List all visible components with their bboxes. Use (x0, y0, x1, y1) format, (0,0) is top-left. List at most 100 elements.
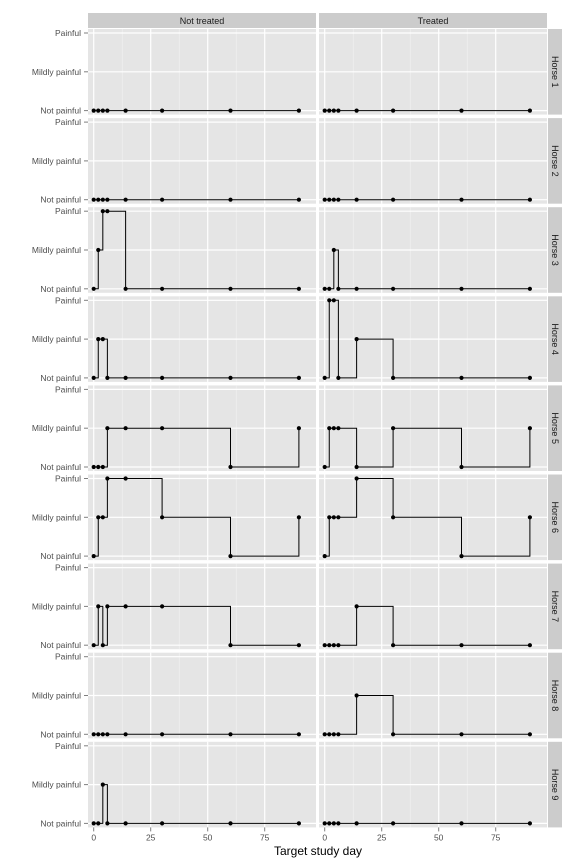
data-point (327, 732, 332, 737)
data-point (91, 375, 96, 380)
y-tick-label-painful: Painful (55, 563, 81, 573)
data-point (327, 426, 332, 431)
data-point (96, 108, 101, 113)
data-point (459, 554, 464, 559)
data-point (336, 286, 341, 291)
x-axes: 0 25 50 75 0 25 50 75 (91, 827, 501, 842)
data-point (336, 732, 341, 737)
x-tick-label: 50 (434, 832, 444, 842)
data-point (391, 286, 396, 291)
data-point (96, 337, 101, 342)
data-point (100, 643, 105, 648)
data-point (123, 108, 128, 113)
data-point (459, 375, 464, 380)
data-point (391, 732, 396, 737)
data-point (527, 515, 533, 520)
panel-horse-4-not-treated (88, 296, 316, 382)
panel-horse-6-treated (319, 474, 547, 561)
data-point (527, 426, 533, 431)
data-point (327, 197, 332, 202)
data-point (336, 375, 341, 380)
data-point (527, 286, 533, 291)
y-tick-label-not-painful: Not painful (40, 284, 81, 294)
data-point (459, 197, 464, 202)
row-strip-horse-9 (548, 741, 562, 828)
data-point (527, 643, 533, 648)
y-tick-label-painful: Painful (55, 28, 81, 38)
data-point (91, 554, 96, 559)
data-point (160, 732, 165, 737)
row-strip-label-horse-3: Horse 3 (550, 234, 560, 266)
data-point (100, 197, 105, 202)
step-line-horse-8-treated (324, 695, 530, 735)
data-point (91, 197, 96, 202)
data-point (123, 286, 128, 291)
data-point (391, 821, 396, 826)
data-point (459, 732, 464, 737)
data-point (354, 604, 359, 609)
x-tick-label: 75 (260, 832, 270, 842)
data-point (459, 286, 464, 291)
row-strip-horse-4 (548, 296, 562, 382)
data-point (327, 821, 332, 826)
data-point (100, 209, 105, 214)
data-point (354, 197, 359, 202)
data-point (391, 108, 396, 113)
data-point (327, 108, 332, 113)
data-point (100, 732, 105, 737)
data-point (105, 821, 110, 826)
row-strip-horse-8 (548, 652, 562, 739)
data-point (322, 464, 327, 470)
data-point (296, 197, 301, 202)
data-point (391, 643, 396, 648)
data-point (160, 108, 165, 113)
data-point (354, 286, 359, 291)
data-point (228, 375, 233, 380)
data-point (228, 108, 233, 113)
data-point (96, 197, 101, 202)
data-point (327, 643, 332, 648)
y-tick-label-mildly-painful: Mildly painful (32, 601, 81, 611)
data-point (123, 426, 128, 431)
row-strip-label-horse-6: Horse 6 (550, 502, 560, 534)
y-tick-label-painful: Painful (55, 474, 81, 484)
panel-horse-2-treated (319, 118, 547, 204)
data-point (96, 821, 101, 826)
data-point (322, 554, 327, 559)
data-point (96, 515, 101, 520)
data-point (105, 209, 110, 214)
data-point (354, 337, 359, 342)
data-point (123, 732, 128, 737)
data-point (322, 108, 327, 113)
data-point (322, 375, 327, 380)
data-point (91, 286, 96, 291)
data-point (331, 426, 336, 431)
data-point (296, 375, 301, 380)
data-point (336, 643, 341, 648)
y-tick-label-mildly-painful: Mildly painful (32, 245, 81, 255)
step-line-horse-7-treated (324, 605, 530, 646)
data-point (123, 821, 128, 826)
data-point (228, 197, 233, 202)
data-point (336, 108, 341, 113)
data-point (322, 197, 327, 202)
step-line-horse-4-treated (324, 299, 530, 379)
panel-horse-7-not-treated (88, 563, 316, 650)
column-strip-not-treated (88, 13, 316, 28)
data-point (391, 197, 396, 202)
data-point (160, 375, 165, 380)
row-strip-horse-6 (548, 474, 562, 561)
data-point (296, 643, 301, 648)
row-strip-horse-5 (548, 385, 562, 471)
column-strip-label-not-treated: Not treated (180, 16, 225, 26)
data-point (100, 337, 105, 342)
data-point (331, 732, 336, 737)
y-tick-label-not-painful: Not painful (40, 729, 81, 739)
y-tick-label-painful: Painful (55, 295, 81, 305)
panel-horse-9-not-treated (88, 741, 316, 828)
data-point (160, 197, 165, 202)
data-point (354, 476, 359, 481)
step-line-horse-7-not-treated (93, 605, 299, 646)
panel-horse-3-treated (319, 207, 547, 293)
data-point (91, 108, 96, 113)
